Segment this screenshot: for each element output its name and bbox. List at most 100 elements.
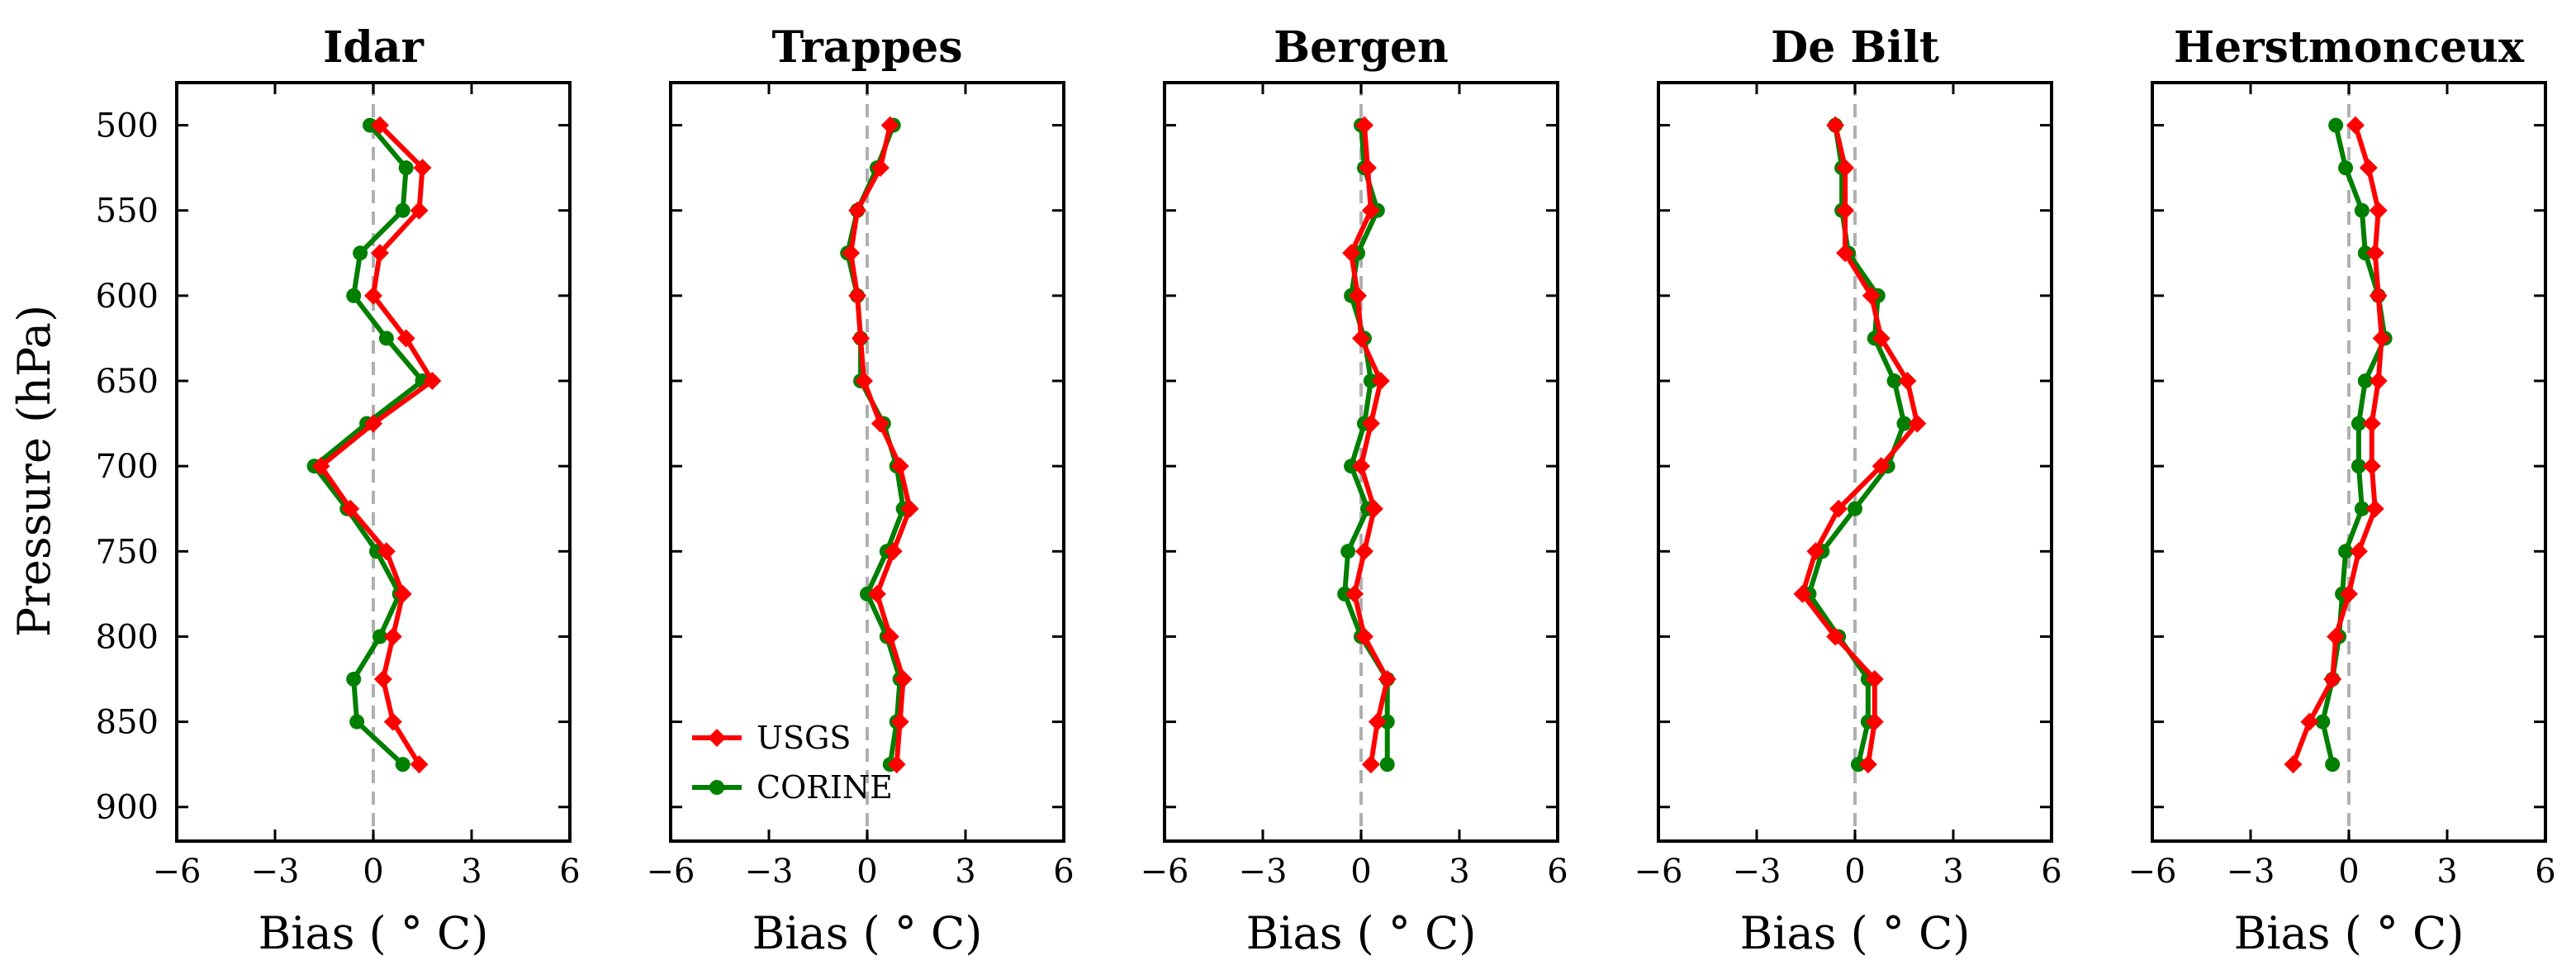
series-line-usgs	[848, 124, 913, 765]
series-usgs	[1342, 116, 1397, 774]
x-tick-label: 6	[2041, 853, 2061, 891]
panel-title: Herstmonceux	[2174, 22, 2525, 73]
data-point-usgs	[377, 542, 396, 561]
x-tick-label: 6	[559, 853, 580, 891]
data-point-corine	[349, 714, 365, 730]
data-point-usgs	[848, 286, 867, 305]
data-point-usgs	[1354, 627, 1373, 646]
data-point-usgs	[370, 244, 389, 263]
data-point-corine	[398, 160, 414, 176]
data-point-usgs	[393, 584, 412, 603]
data-point-usgs	[842, 244, 861, 263]
data-point-corine	[2357, 245, 2373, 261]
data-point-usgs	[1865, 670, 1884, 689]
data-point-corine	[1337, 586, 1353, 601]
series-line-usgs	[2290, 124, 2384, 766]
data-point-usgs	[2369, 286, 2388, 305]
data-point-usgs	[2362, 414, 2381, 433]
data-point-usgs	[1378, 670, 1397, 689]
x-tick-label: −6	[647, 853, 695, 891]
panel-herstmonceux: Herstmonceux −6 −3 0 3 6 Bias ( ° C)	[2128, 22, 2556, 959]
panel-title: Trappes	[771, 22, 962, 73]
data-point-corine	[346, 288, 362, 303]
data-point-usgs	[2300, 712, 2319, 731]
series-line-usgs	[318, 123, 435, 766]
data-point-usgs	[2365, 499, 2384, 518]
data-point-usgs	[884, 542, 903, 561]
x-axis-label: Bias ( ° C)	[1246, 907, 1477, 959]
x-tick-label: −6	[1141, 853, 1189, 891]
data-point-usgs	[1806, 542, 1825, 561]
data-point-usgs	[2284, 755, 2303, 774]
data-point-corine	[1848, 501, 1862, 516]
data-point-usgs	[1361, 414, 1380, 433]
data-point-corine	[2354, 501, 2370, 516]
x-tick-label: 6	[1547, 853, 1568, 891]
data-point-usgs	[894, 670, 913, 689]
data-point-usgs	[867, 584, 886, 603]
x-tick-label: 0	[363, 853, 383, 891]
data-point-corine	[2338, 544, 2354, 559]
y-tick-label: 850	[96, 704, 159, 742]
x-tick-label: −3	[1239, 853, 1288, 891]
data-point-usgs	[311, 457, 330, 476]
data-point-usgs	[341, 499, 360, 518]
data-point-usgs	[383, 627, 402, 646]
x-axis-label: Bias ( ° C)	[1740, 907, 1971, 959]
data-point-corine	[2354, 202, 2370, 218]
plot-frame	[1163, 81, 1559, 843]
x-tick-label: 0	[1350, 853, 1371, 891]
panel-title: De Bilt	[1771, 22, 1939, 73]
data-point-usgs	[2340, 584, 2358, 603]
legend-marker-usgs	[708, 729, 726, 747]
data-point-usgs	[2349, 542, 2368, 561]
data-point-usgs	[1358, 159, 1377, 178]
data-point-usgs	[410, 755, 429, 774]
data-point-corine	[1850, 757, 1866, 773]
data-point-usgs	[880, 116, 899, 135]
data-point-corine	[2315, 714, 2331, 730]
y-tick-label: 600	[96, 278, 159, 316]
data-point-usgs	[1368, 712, 1387, 731]
data-point-usgs	[413, 159, 432, 178]
data-point-usgs	[1361, 201, 1380, 220]
series-line-usgs	[1349, 125, 1390, 765]
data-point-usgs	[1862, 286, 1881, 305]
y-tick-label: 800	[96, 618, 159, 656]
data-point-usgs	[1826, 116, 1845, 135]
x-tick-label: 6	[1053, 853, 1074, 891]
data-point-usgs	[1836, 201, 1855, 220]
data-point-usgs	[848, 201, 867, 220]
data-point-corine	[378, 330, 394, 346]
x-tick-label: −3	[745, 853, 794, 891]
data-point-usgs	[1352, 329, 1370, 348]
x-tick-label: −6	[153, 853, 202, 891]
data-point-corine	[2351, 459, 2366, 474]
x-axis-label: Bias ( ° C)	[752, 907, 983, 959]
panel-title: Bergen	[1274, 22, 1449, 73]
data-point-usgs	[1371, 372, 1390, 391]
series-line-corine	[311, 123, 425, 767]
data-point-corine	[2328, 117, 2344, 133]
data-point-usgs	[852, 329, 871, 348]
series-line-usgs	[1800, 124, 1920, 765]
data-point-usgs	[1354, 542, 1373, 561]
x-axis-label: Bias ( ° C)	[2234, 907, 2465, 959]
data-point-usgs	[373, 670, 392, 689]
plot-frame	[1657, 81, 2053, 843]
panel-bergen: Bergen −6 −3 0 3 6 Bias ( ° C)	[1141, 22, 1568, 959]
data-point-corine	[2357, 373, 2373, 389]
x-tick-label: 3	[1943, 853, 1963, 891]
x-tick-label: −3	[251, 853, 300, 891]
data-point-usgs	[2362, 457, 2381, 476]
data-point-corine	[363, 117, 378, 133]
plot-frame	[175, 81, 572, 843]
legend-label-usgs: USGS	[757, 720, 851, 756]
y-axis-label: Pressure (hPa)	[8, 305, 60, 637]
data-point-usgs	[2323, 670, 2342, 689]
data-point-corine	[395, 757, 410, 773]
data-point-usgs	[1349, 286, 1368, 305]
legend-marker-corine	[709, 780, 724, 795]
data-point-usgs	[871, 159, 890, 178]
